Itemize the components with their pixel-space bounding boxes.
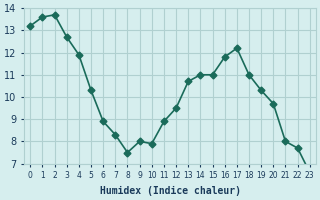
X-axis label: Humidex (Indice chaleur): Humidex (Indice chaleur) [100, 186, 241, 196]
